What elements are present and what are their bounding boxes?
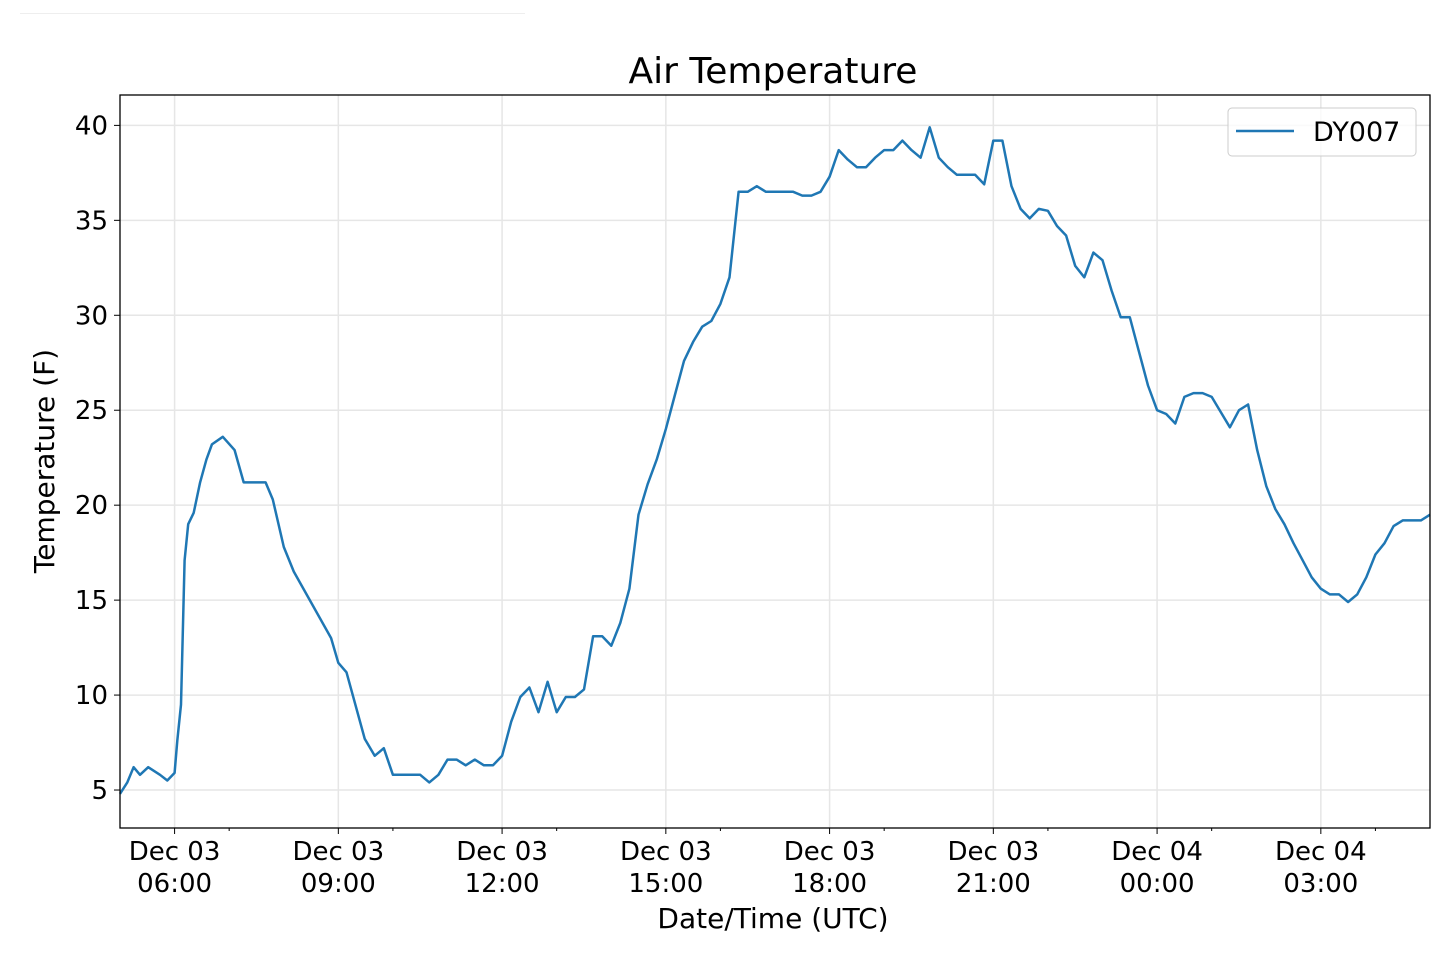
y-axis: 5 10 15 20 25 30 35 40 — [75, 111, 120, 806]
x-tick-label: 18:00 — [792, 869, 867, 899]
x-tick-label: Dec 04 — [1275, 837, 1367, 867]
series-layer — [118, 126, 1431, 795]
y-tick-label: 5 — [91, 776, 108, 806]
plot-frame — [119, 94, 1431, 829]
y-tick-label: 20 — [75, 491, 108, 521]
legend-box — [1227, 107, 1417, 157]
x-tick-label: Dec 03 — [292, 837, 384, 867]
x-axis-label: Date/Time (UTC) — [657, 902, 888, 935]
x-tick-label: 03:00 — [1283, 869, 1358, 899]
grid — [120, 95, 1430, 828]
x-tick-label: Dec 03 — [456, 837, 548, 867]
series-line-dy007 — [118, 126, 1431, 795]
y-tick-label: 40 — [75, 111, 108, 141]
top-divider — [20, 13, 525, 14]
x-tick-label: 06:00 — [137, 869, 212, 899]
x-tick-label: 00:00 — [1120, 869, 1195, 899]
y-tick-label: 30 — [75, 301, 108, 331]
legend-label: DY007 — [1313, 117, 1400, 148]
y-tick-label: 15 — [75, 586, 108, 616]
y-tick-label: 25 — [75, 396, 108, 426]
x-tick-label: Dec 03 — [947, 837, 1039, 867]
y-axis-label: Temperature (F) — [28, 349, 61, 574]
x-tick-label: Dec 03 — [784, 837, 876, 867]
x-tick-label: Dec 04 — [1111, 837, 1203, 867]
legend: DY007 — [1227, 107, 1417, 157]
y-tick-label: 10 — [75, 681, 108, 711]
x-tick-label: Dec 03 — [129, 837, 221, 867]
x-tick-label: Dec 03 — [620, 837, 712, 867]
x-tick-label: 15:00 — [628, 869, 703, 899]
x-tick-label: 21:00 — [956, 869, 1031, 899]
y-tick-label: 35 — [75, 206, 108, 236]
x-tick-label: 12:00 — [465, 869, 540, 899]
chart-title: Air Temperature — [629, 51, 918, 92]
x-tick-label: 09:00 — [301, 869, 376, 899]
